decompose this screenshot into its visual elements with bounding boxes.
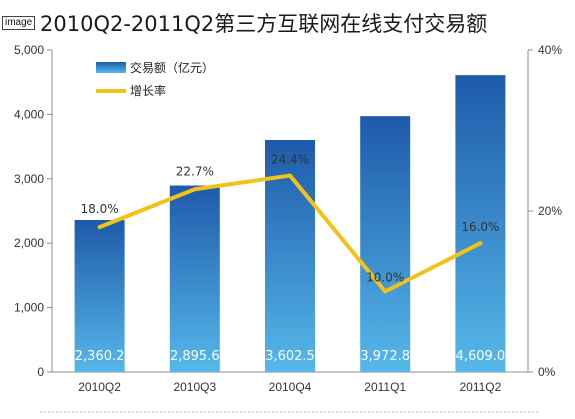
left-tick-label: 5,000: [14, 43, 44, 57]
x-tick-label: 2011Q1: [364, 380, 406, 394]
x-tick-label: 2010Q4: [269, 380, 312, 394]
x-tick-label: 2010Q2: [78, 380, 121, 394]
bar-value-label: 3,972.8: [360, 349, 410, 364]
left-tick-label: 0: [37, 365, 44, 379]
bar-value-label: 3,602.5: [265, 349, 315, 364]
right-tick-label: 20%: [538, 204, 562, 218]
growth-rate-point: [288, 173, 292, 178]
labels-layer: 2,360.2 2,895.6 3,602.5 3,972.8 4,609.0 18.0%…: [75, 153, 505, 364]
left-tick-label: 2,000: [14, 236, 44, 250]
bar: [360, 116, 411, 373]
chart-title: 2010Q2-2011Q2第三方互联网在线支付交易额: [40, 12, 488, 36]
bar-value-label: 4,609.0: [456, 349, 506, 364]
left-tick-label: 1,000: [14, 301, 44, 315]
growth-rate-point: [478, 241, 483, 246]
legend-bar-label: 交易额（亿元）: [130, 60, 214, 75]
growth-rate-point: [383, 289, 388, 294]
growth-rate-label: 22.7%: [176, 164, 214, 178]
image-badge: image: [2, 16, 36, 30]
bar: [455, 75, 506, 373]
left-tick-label: 3,000: [14, 172, 44, 186]
right-tick-label: 0%: [538, 365, 556, 379]
growth-rate-label: 18.0%: [81, 202, 119, 216]
bar: [169, 185, 220, 372]
growth-rate-point: [97, 225, 102, 230]
bars-layer: [74, 75, 506, 373]
growth-rate-label: 10.0%: [366, 271, 404, 285]
bar-value-label: 2,360.2: [75, 349, 125, 364]
growth-rate-point: [192, 187, 197, 192]
bar: [74, 220, 125, 372]
legend: 交易额（亿元） 增长率: [96, 60, 214, 98]
line-layer: [97, 173, 483, 294]
legend-bar-swatch: [96, 62, 126, 73]
growth-rate-label: 16.0%: [461, 220, 499, 234]
x-tick-label: 2011Q2: [459, 380, 501, 394]
left-tick-label: 4,000: [14, 107, 44, 121]
growth-rate-label: 24.4%: [271, 153, 309, 167]
bar-value-label: 2,895.6: [170, 349, 220, 364]
right-tick-label: 40%: [538, 43, 562, 57]
axes-layer: 0 1,000 2,000 3,000 4,000 5,000 0% 20% 40% 2010Q2…: [14, 43, 562, 413]
legend-line-label: 增长率: [130, 83, 166, 98]
x-tick-label: 2010Q3: [173, 380, 216, 394]
